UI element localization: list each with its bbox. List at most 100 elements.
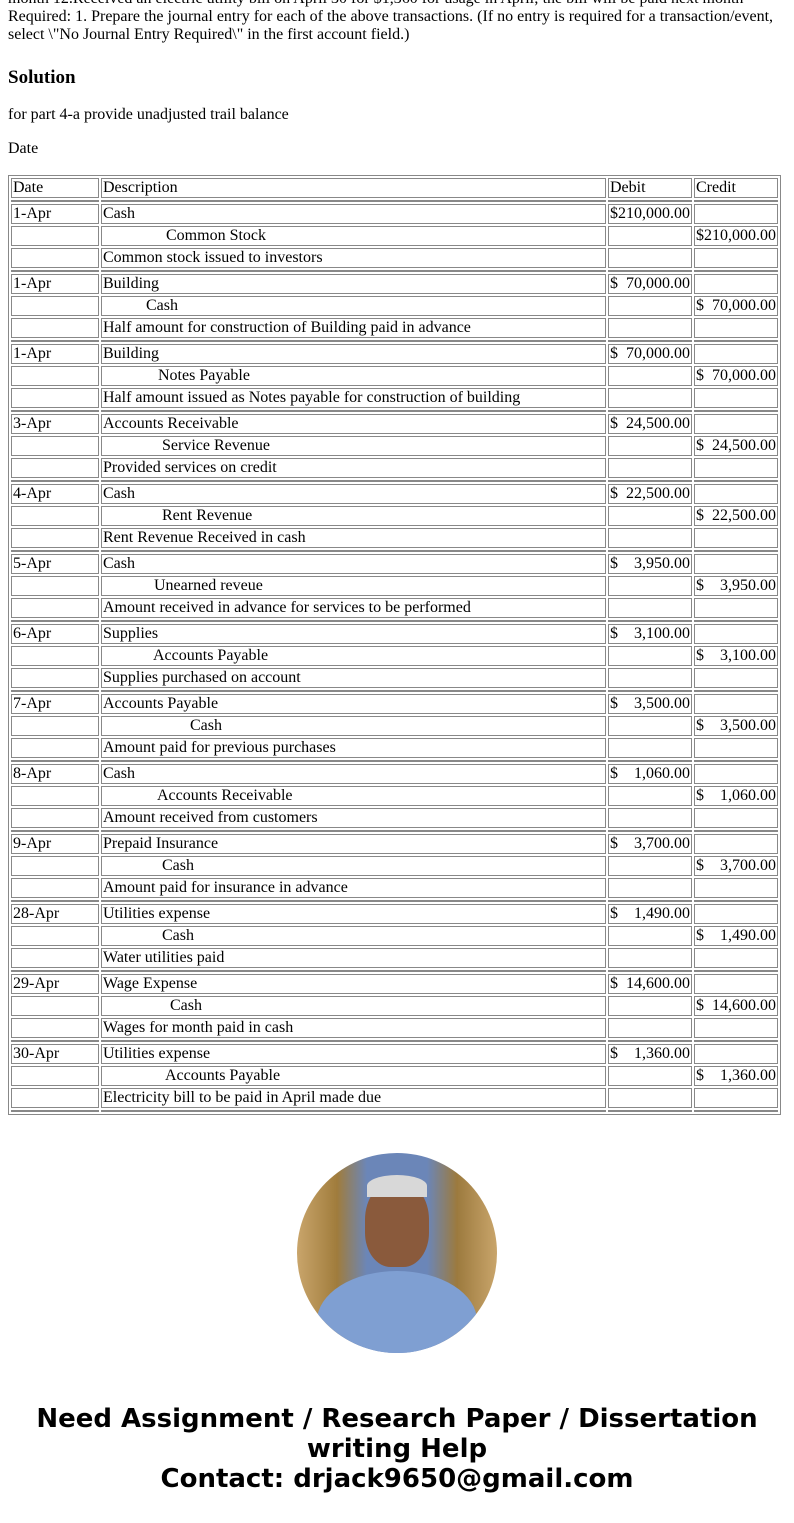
currency-symbol: $	[610, 625, 618, 642]
date-cell: 8-Apr	[11, 764, 99, 784]
author-photo	[297, 1153, 497, 1353]
empty-cell	[694, 900, 778, 902]
credit-cell: $1,360.00	[694, 1066, 778, 1086]
empty-cell	[608, 1066, 692, 1086]
currency-symbol: $	[696, 857, 704, 874]
currency-symbol: $	[696, 367, 704, 384]
empty-cell	[694, 974, 778, 994]
empty-cell	[11, 270, 99, 272]
empty-cell	[11, 996, 99, 1016]
empty-cell	[608, 340, 692, 342]
empty-cell	[694, 764, 778, 784]
currency-symbol: $	[696, 787, 704, 804]
empty-cell	[608, 970, 692, 972]
empty-cell	[11, 620, 99, 622]
amount: 1,490.00	[720, 927, 776, 944]
debit-account-cell: Utilities expense	[101, 904, 606, 924]
table-row-credit: Cash $1,490.00	[11, 926, 778, 946]
debit-cell: $1,490.00	[608, 904, 692, 924]
debit-cell: $3,700.00	[608, 834, 692, 854]
empty-cell	[694, 528, 778, 548]
empty-cell	[11, 926, 99, 946]
empty-cell	[694, 970, 778, 972]
row-separator	[11, 970, 778, 972]
credit-account-cell: Accounts Receivable	[101, 786, 606, 806]
table-row-narration: Amount received in advance for services …	[11, 598, 778, 618]
empty-cell	[11, 830, 99, 832]
credit-account-cell: Cash	[101, 926, 606, 946]
currency-symbol: $	[610, 415, 618, 432]
debit-cell: $3,100.00	[608, 624, 692, 644]
empty-cell	[101, 410, 606, 412]
debit-account-cell: Building	[101, 274, 606, 294]
currency-symbol: $	[696, 437, 704, 454]
credit-cell: $3,700.00	[694, 856, 778, 876]
currency-symbol: $	[610, 975, 618, 992]
amount: 3,950.00	[634, 555, 690, 572]
empty-cell	[608, 550, 692, 552]
table-row-narration: Common stock issued to investors	[11, 248, 778, 268]
credit-account-cell: Accounts Payable	[101, 1066, 606, 1086]
empty-cell	[11, 550, 99, 552]
debit-cell: $3,500.00	[608, 694, 692, 714]
empty-cell	[694, 624, 778, 644]
empty-cell	[694, 554, 778, 574]
amount: 1,060.00	[634, 765, 690, 782]
empty-cell	[608, 900, 692, 902]
currency-symbol: $	[610, 485, 618, 502]
narration-cell: Rent Revenue Received in cash	[101, 528, 606, 548]
question-line: Required: 1. Prepare the journal entry f…	[8, 8, 774, 25]
header-debit: Debit	[608, 178, 692, 198]
empty-cell	[11, 716, 99, 736]
table-row-debit: 1-Apr Cash $210,000.00	[11, 204, 778, 224]
empty-cell	[11, 900, 99, 902]
currency-symbol: $	[696, 507, 704, 524]
empty-cell	[11, 760, 99, 762]
credit-account-cell: Notes Payable	[101, 366, 606, 386]
debit-account-cell: Cash	[101, 764, 606, 784]
empty-cell	[694, 690, 778, 692]
empty-cell	[608, 598, 692, 618]
empty-cell	[101, 970, 606, 972]
question-text: month 12.Received an electric utility bi…	[8, 0, 788, 44]
empty-cell	[694, 480, 778, 482]
credit-cell: $24,500.00	[694, 436, 778, 456]
currency-symbol: $	[610, 765, 618, 782]
debit-account-cell: Wage Expense	[101, 974, 606, 994]
empty-cell	[608, 480, 692, 482]
debit-cell: $1,060.00	[608, 764, 692, 784]
table-row-debit: 9-Apr Prepaid Insurance $3,700.00	[11, 834, 778, 854]
empty-cell	[694, 458, 778, 478]
table-row-narration: Half amount issued as Notes payable for …	[11, 388, 778, 408]
table-row-credit: Accounts Receivable $1,060.00	[11, 786, 778, 806]
credit-cell: $210,000.00	[694, 226, 778, 246]
empty-cell	[694, 808, 778, 828]
narration-cell: Wages for month paid in cash	[101, 1018, 606, 1038]
empty-cell	[11, 340, 99, 342]
empty-cell	[694, 484, 778, 504]
table-row-narration: Provided services on credit	[11, 458, 778, 478]
amount: 22,500.00	[626, 485, 690, 502]
currency-symbol: $	[610, 835, 618, 852]
empty-cell	[101, 1040, 606, 1042]
credit-cell: $22,500.00	[694, 506, 778, 526]
empty-cell	[608, 996, 692, 1016]
empty-cell	[694, 550, 778, 552]
empty-cell	[608, 1040, 692, 1042]
narration-cell: Amount received from customers	[101, 808, 606, 828]
debit-account-cell: Cash	[101, 484, 606, 504]
empty-cell	[11, 528, 99, 548]
empty-cell	[101, 690, 606, 692]
debit-account-cell: Accounts Payable	[101, 694, 606, 714]
table-row-narration: Amount paid for insurance in advance	[11, 878, 778, 898]
row-separator	[11, 480, 778, 482]
empty-cell	[608, 528, 692, 548]
debit-cell: $14,600.00	[608, 974, 692, 994]
empty-cell	[608, 668, 692, 688]
amount: 1,490.00	[634, 905, 690, 922]
credit-cell: $1,490.00	[694, 926, 778, 946]
header-credit: Credit	[694, 178, 778, 198]
empty-cell	[694, 344, 778, 364]
table-row-credit: Common Stock $210,000.00	[11, 226, 778, 246]
empty-cell	[608, 690, 692, 692]
